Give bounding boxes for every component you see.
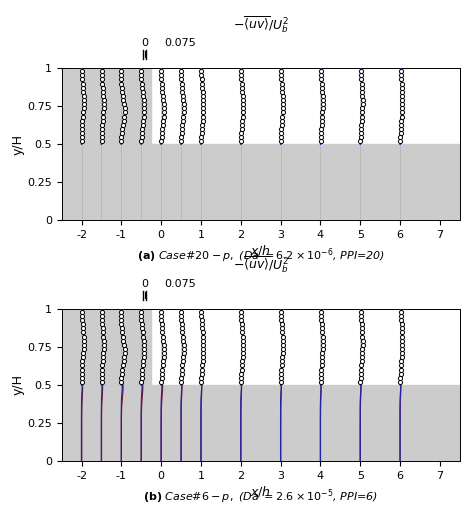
- Text: 0: 0: [141, 279, 148, 289]
- X-axis label: $x/h$: $x/h$: [250, 484, 271, 499]
- Text: $\mathbf{(a)}$ $Case\#20-p,$ (Da $=6.2\times10^{-6}$, PPI=20): $\mathbf{(a)}$ $Case\#20-p,$ (Da $=6.2\t…: [137, 246, 385, 265]
- Text: $\mathbf{(b)}$ $Case\#6-p,$ (Da $=2.6\times10^{-5}$, PPI=6): $\mathbf{(b)}$ $Case\#6-p,$ (Da $=2.6\ti…: [143, 487, 378, 506]
- Y-axis label: y/H: y/H: [11, 134, 24, 155]
- Bar: [62, 309, 151, 385]
- Text: $-\overline{\langle uv \rangle}/U_b^2$: $-\overline{\langle uv \rangle}/U_b^2$: [233, 14, 289, 35]
- Bar: [62, 68, 151, 144]
- Bar: [62, 144, 460, 221]
- Text: $-\overline{\langle uv \rangle}/U_b^2$: $-\overline{\langle uv \rangle}/U_b^2$: [233, 255, 289, 275]
- Bar: [62, 385, 460, 461]
- Text: 0.075: 0.075: [164, 38, 196, 48]
- Text: 0: 0: [141, 38, 148, 48]
- Y-axis label: y/H: y/H: [11, 375, 24, 396]
- X-axis label: $x/h$: $x/h$: [250, 243, 271, 258]
- Text: 0.075: 0.075: [164, 279, 196, 289]
